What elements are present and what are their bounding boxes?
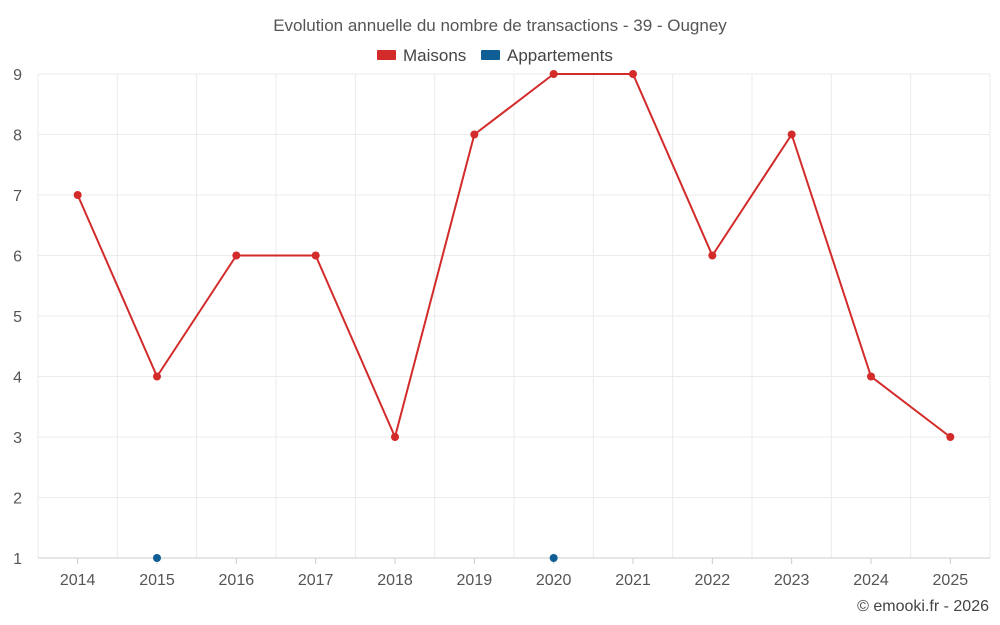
y-axis-ticks: 1 2 3 4 5 6 7 8 9 <box>13 67 22 568</box>
legend-swatch-maisons <box>377 50 396 60</box>
y-tick-label: 9 <box>13 67 22 84</box>
x-tick-label: 2024 <box>853 572 889 589</box>
series-line-segment-maisons <box>870 375 952 438</box>
series-line-segment-maisons <box>632 73 714 257</box>
legend-label-maisons: Maisons <box>403 46 466 65</box>
series-line-segment-maisons <box>314 254 396 438</box>
series-line-segment-maisons <box>473 73 555 136</box>
series-line-segment-maisons <box>76 194 158 378</box>
data-point-appartements-2015[interactable] <box>153 554 161 562</box>
y-tick-label: 8 <box>13 128 22 145</box>
legend-item-maisons[interactable]: Maisons <box>377 46 466 65</box>
data-point-maisons-2024[interactable] <box>867 372 875 381</box>
y-tick-label: 4 <box>13 370 22 387</box>
x-tick-label: 2025 <box>933 572 969 589</box>
series-line-segment-maisons <box>394 133 476 438</box>
series-layer <box>73 70 955 562</box>
data-point-maisons-2021[interactable] <box>629 70 637 78</box>
y-tick-label: 1 <box>13 551 22 568</box>
x-tick-label: 2014 <box>60 572 96 589</box>
y-tick-label: 3 <box>13 430 22 447</box>
data-point-appartements-2020[interactable] <box>549 554 558 562</box>
y-tick-label: 5 <box>13 309 22 326</box>
data-point-maisons-2023[interactable] <box>787 130 796 139</box>
data-point-maisons-2025[interactable] <box>946 433 955 441</box>
x-tick-label: 2022 <box>695 572 731 589</box>
x-tick-label: 2020 <box>536 572 572 589</box>
y-tick-label: 6 <box>13 249 22 266</box>
x-tick-label: 2015 <box>139 572 175 589</box>
series-line-segment-maisons <box>711 133 793 257</box>
x-tick-label: 2023 <box>774 572 810 589</box>
data-point-maisons-2020[interactable] <box>549 70 558 78</box>
legend-label-appartements: Appartements <box>507 46 613 65</box>
legend-item-appartements[interactable]: Appartements <box>481 46 613 65</box>
legend-swatch-appartements <box>481 50 500 60</box>
x-tick-label: 2018 <box>377 572 413 589</box>
data-point-maisons-2022[interactable] <box>708 251 717 260</box>
y-tick-label: 7 <box>13 188 22 205</box>
x-tick-label: 2016 <box>219 572 255 589</box>
data-point-maisons-2017[interactable] <box>311 251 320 260</box>
data-point-maisons-2019[interactable] <box>470 130 479 139</box>
series-appartements <box>153 554 558 562</box>
x-tick-label: 2017 <box>298 572 334 589</box>
legend: Maisons Appartements <box>377 46 613 65</box>
data-point-maisons-2014[interactable] <box>73 191 82 199</box>
x-tick-label: 2021 <box>615 572 651 589</box>
series-line-segment-maisons <box>156 254 238 378</box>
series-line-segment-maisons <box>790 133 872 378</box>
x-axis-ticks: 2014 2015 2016 2017 2018 2019 2020 2021 2022 2023… <box>60 558 968 589</box>
data-point-maisons-2016[interactable] <box>232 251 241 260</box>
x-tick-label: 2019 <box>457 572 493 589</box>
credit-text: © emooki.fr - 2026 <box>857 598 989 615</box>
series-maisons <box>73 70 955 441</box>
x-gridlines <box>37 74 991 558</box>
chart-title: Evolution annuelle du nombre de transact… <box>273 16 727 35</box>
data-point-maisons-2015[interactable] <box>153 372 161 381</box>
data-point-maisons-2018[interactable] <box>391 433 399 441</box>
y-tick-label: 2 <box>13 491 22 508</box>
